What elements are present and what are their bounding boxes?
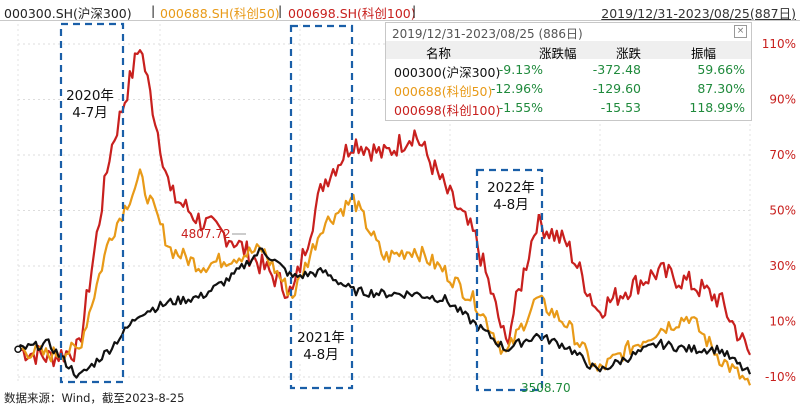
high-point-label: 4807.72 xyxy=(181,227,231,241)
stats-panel: 2019/12/31-2023/08/25 (886日) × 名称 涨跌幅 涨跌… xyxy=(385,22,752,121)
annotation-line: 2021年 xyxy=(297,330,345,346)
header-separator: | xyxy=(278,3,283,18)
y-tick-label: 30% xyxy=(769,259,796,273)
row-amp-hs300: 59.66% xyxy=(697,62,745,77)
origin-marker xyxy=(14,345,22,353)
y-tick-label: 10% xyxy=(769,315,796,329)
series-star100-title[interactable]: 000698.SH(科创100) xyxy=(288,6,416,21)
highlight-box-2021 xyxy=(289,24,354,390)
highlight-box-2020 xyxy=(59,22,125,384)
row-chg-star100: -15.53 xyxy=(600,100,641,115)
series-hs300-title[interactable]: 000300.SH(沪深300) xyxy=(4,6,132,21)
col-header-chg: 涨跌 xyxy=(616,46,642,61)
date-range-selector[interactable]: 2019/12/31-2023/08/25(887日) xyxy=(601,6,796,21)
annotation-line: 4-8月 xyxy=(303,347,339,363)
row-amp-star50: 87.30% xyxy=(697,81,745,96)
row-chg-star50: -129.60 xyxy=(592,81,641,96)
row-chg-hs300: -372.48 xyxy=(592,62,641,77)
y-tick-label: 50% xyxy=(769,204,796,218)
annotation-2020: 2020年 4-7月 xyxy=(64,88,116,122)
col-header-name: 名称 xyxy=(426,46,452,61)
row-pct-star100: -1.55% xyxy=(498,100,543,115)
row-name-hs300: 000300(沪深300) xyxy=(394,65,501,80)
annotation-line: 2020年 xyxy=(66,88,114,104)
series-star50-line xyxy=(18,168,752,386)
annotation-line: 2022年 xyxy=(487,180,535,196)
y-tick-label: 110% xyxy=(762,37,796,51)
col-header-amp: 振幅 xyxy=(691,46,717,61)
data-source-note: 数据来源：Wind，截至2023-8-25 xyxy=(4,391,185,405)
y-tick-label: 90% xyxy=(769,93,796,107)
row-pct-star50: -12.96% xyxy=(490,81,543,96)
highlight-box-2022 xyxy=(475,168,544,392)
series-hs300-line xyxy=(17,247,752,379)
row-name-star50: 000688(科创50) xyxy=(394,84,493,99)
series-star50-title[interactable]: 000688.SH(科创50) xyxy=(160,6,280,21)
annotation-2022: 2022年 4-8月 xyxy=(482,180,540,214)
low-point-label: 3508.70 xyxy=(521,381,571,395)
header-separator: | xyxy=(151,3,156,18)
header-separator: | xyxy=(412,3,417,18)
y-tick-label: 70% xyxy=(769,148,796,162)
header-divider xyxy=(0,20,800,21)
row-name-star100: 000698(科创100) xyxy=(394,103,501,118)
stats-header-row xyxy=(386,41,751,59)
stats-range: 2019/12/31-2023/08/25 (886日) xyxy=(392,27,583,41)
annotation-2021: 2021年 4-8月 xyxy=(294,330,348,364)
col-header-pct: 涨跌幅 xyxy=(539,46,577,61)
annotation-line: 4-8月 xyxy=(493,197,529,213)
close-icon[interactable]: × xyxy=(734,25,747,38)
series-star100-line xyxy=(17,49,751,368)
y-tick-label: -10% xyxy=(765,370,796,384)
chart-header: 000300.SH(沪深300) | 000688.SH(科创50) | 000… xyxy=(0,0,800,22)
row-pct-hs300: -9.13% xyxy=(498,62,543,77)
annotation-line: 4-7月 xyxy=(72,105,108,121)
row-amp-star100: 118.99% xyxy=(689,100,745,115)
